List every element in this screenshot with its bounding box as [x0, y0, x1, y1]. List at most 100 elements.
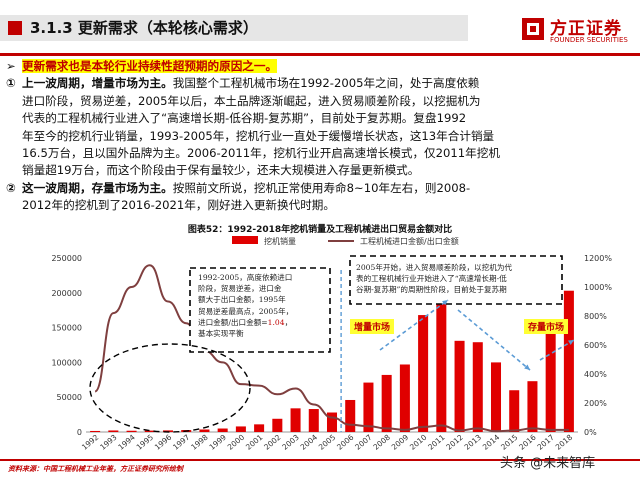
header: 3.1.3 更新需求（本轮核心需求） 方正证券 FOUNDER SECURITI…	[0, 0, 640, 62]
note-line: 谷期-复苏期”的周期性阶段，目前处于复苏期	[356, 285, 507, 295]
y-tick-right: 0%	[584, 428, 597, 437]
circled-two-marker: ②	[6, 180, 16, 195]
y-tick-left: 50000	[57, 393, 82, 402]
x-tick-label: 2017	[536, 432, 557, 451]
note-ratio-label: 进口金额/出口金额=	[198, 317, 268, 327]
source-note: 资料来源：中国工程机械工业年鉴，方正证券研究所绘制	[8, 465, 183, 473]
legend-line-label: 工程机械进口金额/出口金额	[360, 236, 459, 246]
bar	[308, 409, 319, 432]
arrow-bullet-icon: ➢	[6, 59, 16, 73]
x-tick-label: 2003	[280, 432, 301, 451]
paragraph-1-lead: 上一波周期，增量市场为主。	[22, 76, 173, 91]
x-tick-label: 1995	[135, 432, 156, 451]
note-line: 阶段，贸易逆差，进口金	[198, 284, 282, 294]
bar	[290, 408, 301, 432]
bar	[345, 399, 356, 432]
figure-title: 图表52：1992-2018年挖机销量及工程机械进出口贸易金额对比	[187, 225, 453, 235]
x-tick-label: 2001	[244, 432, 265, 451]
x-tick-label: 2012	[444, 432, 465, 451]
bar	[563, 290, 574, 432]
bar	[454, 340, 465, 432]
paragraph-1-line: 16.5万台，且以国外品牌为主。2006-2011年，挖机行业开启高速增长模式，…	[22, 146, 500, 161]
body-text: ➢ 更新需求也是本轮行业持续性超预期的原因之一。 ① 上一波周期，增量市场为主。我国…	[6, 58, 636, 215]
tag-stock-market: 存量市场	[524, 319, 569, 334]
bar	[436, 297, 447, 432]
y-tick-left: 0	[77, 428, 82, 437]
x-tick-label: 2013	[463, 432, 484, 451]
paragraph-1-text: 我国整个工程机械市场在1992-2005年之间，处于高度依赖	[172, 76, 480, 91]
note-line: 额大于出口金额，1995年	[198, 295, 286, 305]
decline-arrow-head	[524, 364, 530, 370]
y-tick-right: 400%	[584, 370, 607, 379]
bar	[399, 364, 410, 432]
bar	[418, 315, 429, 432]
note-ratio-comma: ，	[284, 317, 293, 327]
paragraph-1-line-1: ① 上一波周期，增量市场为主。我国整个工程机械市场在1992-2005年之间，处于…	[6, 75, 636, 92]
paragraph-2-line: 2012年的挖机到了2016-2021年，刚好进入更新换代时期。	[22, 198, 335, 213]
paragraph-2-line-1: ② 这一波周期，存量市场为主。按照前文所说，挖机正常使用寿命8~10年左右，则20…	[6, 180, 636, 197]
bar	[381, 374, 392, 432]
page-title: 3.1.3 更新需求（本轮核心需求）	[30, 19, 258, 37]
tag-incremental-market: 增量市场	[350, 319, 395, 334]
note-surplus-phase: 2005年开始，进入贸易顺差阶段，以挖机为代 表的工程机械行业开始进入了“高速增…	[356, 262, 512, 296]
bar	[545, 332, 556, 432]
bar	[144, 430, 155, 432]
bar	[472, 342, 483, 432]
note-line: 基本实现平衡	[198, 329, 244, 339]
y-tick-right: 200%	[584, 399, 607, 408]
founder-securities-logo: 方正证券 FOUNDER SECURITIES	[520, 14, 632, 48]
x-tick-label: 2018	[554, 432, 575, 451]
paragraph-1-line: 销量超19万台，而这个阶段由于保有量较少，还未大规模进入存量更新模式。	[22, 163, 420, 178]
y-tick-left: 200000	[51, 289, 82, 298]
growth-arrow-head	[442, 300, 448, 306]
paragraph-1-line: 进口阶段，贸易逆差，2005年以后，本土品牌逐渐崛起，进入贸易顺差阶段，以挖掘机…	[22, 93, 481, 108]
paragraph-1-line: 年至今的挖机行业销量，1993-2005年，挖机行业一直处于缓慢增长状态，这13…	[22, 128, 495, 143]
intro-line: ➢ 更新需求也是本轮行业持续性超预期的原因之一。	[6, 58, 636, 75]
y-tick-left: 250000	[51, 254, 82, 263]
ratio-line	[94, 264, 569, 433]
x-tick-label: 2009	[390, 432, 411, 451]
y-tick-right: 1200%	[584, 254, 612, 263]
x-tick-label: 1992	[80, 432, 101, 451]
note-line-ratio: 进口金额/出口金额=1.04，	[198, 317, 293, 328]
x-tick-label: 2008	[372, 432, 393, 451]
bar	[162, 430, 174, 432]
legend-bar-swatch	[232, 236, 258, 244]
title-bullet-icon	[8, 21, 22, 35]
x-tick-label: 1993	[98, 432, 119, 451]
logo-mark-icon	[522, 18, 544, 40]
intro-highlight: 更新需求也是本轮行业持续性超预期的原因之一。	[22, 59, 278, 73]
bar	[199, 429, 210, 432]
bar	[108, 430, 119, 432]
x-tick-label: 1994	[116, 432, 137, 451]
legend-bar-label: 挖机销量	[264, 236, 296, 246]
bar	[126, 430, 137, 432]
section-title-bar: 3.1.3 更新需求（本轮核心需求）	[0, 15, 468, 41]
y-tick-left: 100000	[51, 358, 82, 367]
bar	[509, 390, 520, 432]
note-line: 贸易逆差最高点，2005年，	[198, 306, 294, 316]
bar	[527, 381, 538, 432]
x-tick-label: 2000	[226, 432, 247, 451]
recovery-arrow-head	[568, 340, 574, 345]
paragraph-2-text: 按照前文所说，挖机正常使用寿命8~10年左右，则2008-	[172, 180, 471, 195]
paragraph-1-line: 代表的工程机械行业进入了“高速增长期-低谷期-复苏期”，目前处于复苏期。复盘19…	[22, 111, 467, 126]
x-tick-label: 1999	[208, 432, 229, 451]
y-tick-right: 600%	[584, 341, 607, 350]
x-tick-label: 2004	[299, 432, 320, 451]
bar	[326, 412, 338, 432]
note-line: 表的工程机械行业开始进入了“高速增长期-低	[356, 274, 507, 284]
x-tick-label: 1996	[153, 432, 174, 451]
circled-one-marker: ①	[6, 76, 16, 91]
bar	[254, 424, 265, 432]
x-tick-label: 2007	[353, 432, 374, 451]
note-line: 1992-2005，高度依赖进口	[198, 273, 293, 282]
bar	[490, 362, 502, 432]
x-tick-label: 2005	[317, 432, 338, 451]
y-tick-right: 1000%	[584, 283, 612, 292]
x-tick-label: 2010	[408, 432, 429, 451]
growth-arrow	[379, 299, 449, 351]
watermark: 头条 @未来智库	[500, 456, 596, 471]
bar	[90, 430, 101, 432]
x-tick-label: 2015	[499, 432, 520, 451]
